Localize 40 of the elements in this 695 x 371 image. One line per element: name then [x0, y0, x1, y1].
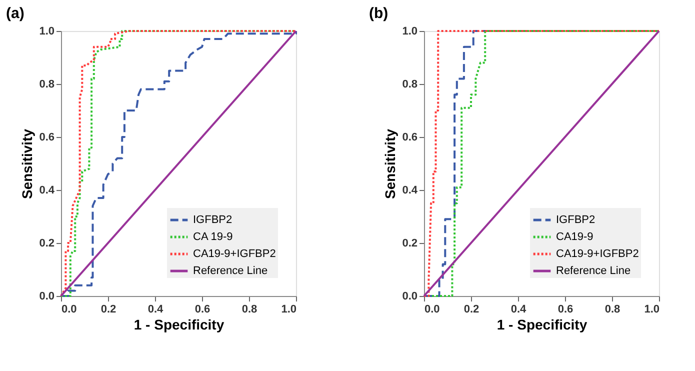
x-tick-label: 0.6: [558, 304, 574, 316]
y-tick-label: 0.0: [39, 290, 54, 302]
legend-label: IGFBP2: [556, 214, 596, 226]
x-tick-label: 0.8: [242, 304, 258, 316]
y-axis-title: Sensitivity: [382, 128, 398, 200]
legend-label: CA 19-9: [193, 231, 233, 243]
x-tick-label: 0.0: [62, 304, 77, 316]
y-tick-label: 0.8: [39, 78, 54, 90]
x-tick-label: 0.2: [464, 304, 480, 316]
chart-title: (a): [6, 5, 24, 22]
x-tick-label: 0.4: [510, 304, 528, 316]
x-axis-title: 1 - Specificity: [496, 316, 588, 332]
y-tick-label: 0.0: [402, 290, 418, 302]
y-tick-label: 0.2: [402, 238, 418, 250]
y-axis-title: Sensitivity: [19, 128, 36, 200]
y-tick-label: 0.6: [39, 132, 54, 144]
y-tick-label: 0.2: [39, 238, 54, 250]
x-tick-label: 0.4: [148, 304, 164, 316]
y-tick-label: 0.8: [402, 78, 418, 90]
x-axis-title: 1 - Specificity: [134, 316, 224, 332]
y-tick-label: 0.4: [402, 184, 418, 196]
x-tick-label: 0.6: [194, 304, 210, 316]
x-tick-label: 0.0: [424, 304, 440, 316]
legend-label: CA19-9+IGFBP2: [556, 248, 639, 260]
legend-label: Reference Line: [556, 265, 631, 277]
x-tick-label: 0.8: [604, 304, 620, 316]
y-tick-label: 1.0: [402, 26, 418, 38]
legend-label: CA19-9+IGFBP2: [193, 248, 276, 260]
legend-label: IGFBP2: [193, 214, 232, 226]
legend-label: Reference Line: [193, 265, 268, 277]
legend-label: CA19-9: [556, 231, 594, 243]
x-tick-label: 1.0: [644, 304, 660, 316]
y-tick-label: 1.0: [39, 26, 54, 38]
line-series: [60, 30, 297, 297]
y-tick-label: 0.4: [39, 184, 56, 196]
line-series: [423, 30, 660, 297]
x-tick-label: 0.2: [100, 304, 116, 316]
chart-title: (b): [369, 5, 388, 22]
x-tick-label: 1.0: [281, 304, 296, 316]
y-tick-label: 0.6: [402, 132, 418, 144]
